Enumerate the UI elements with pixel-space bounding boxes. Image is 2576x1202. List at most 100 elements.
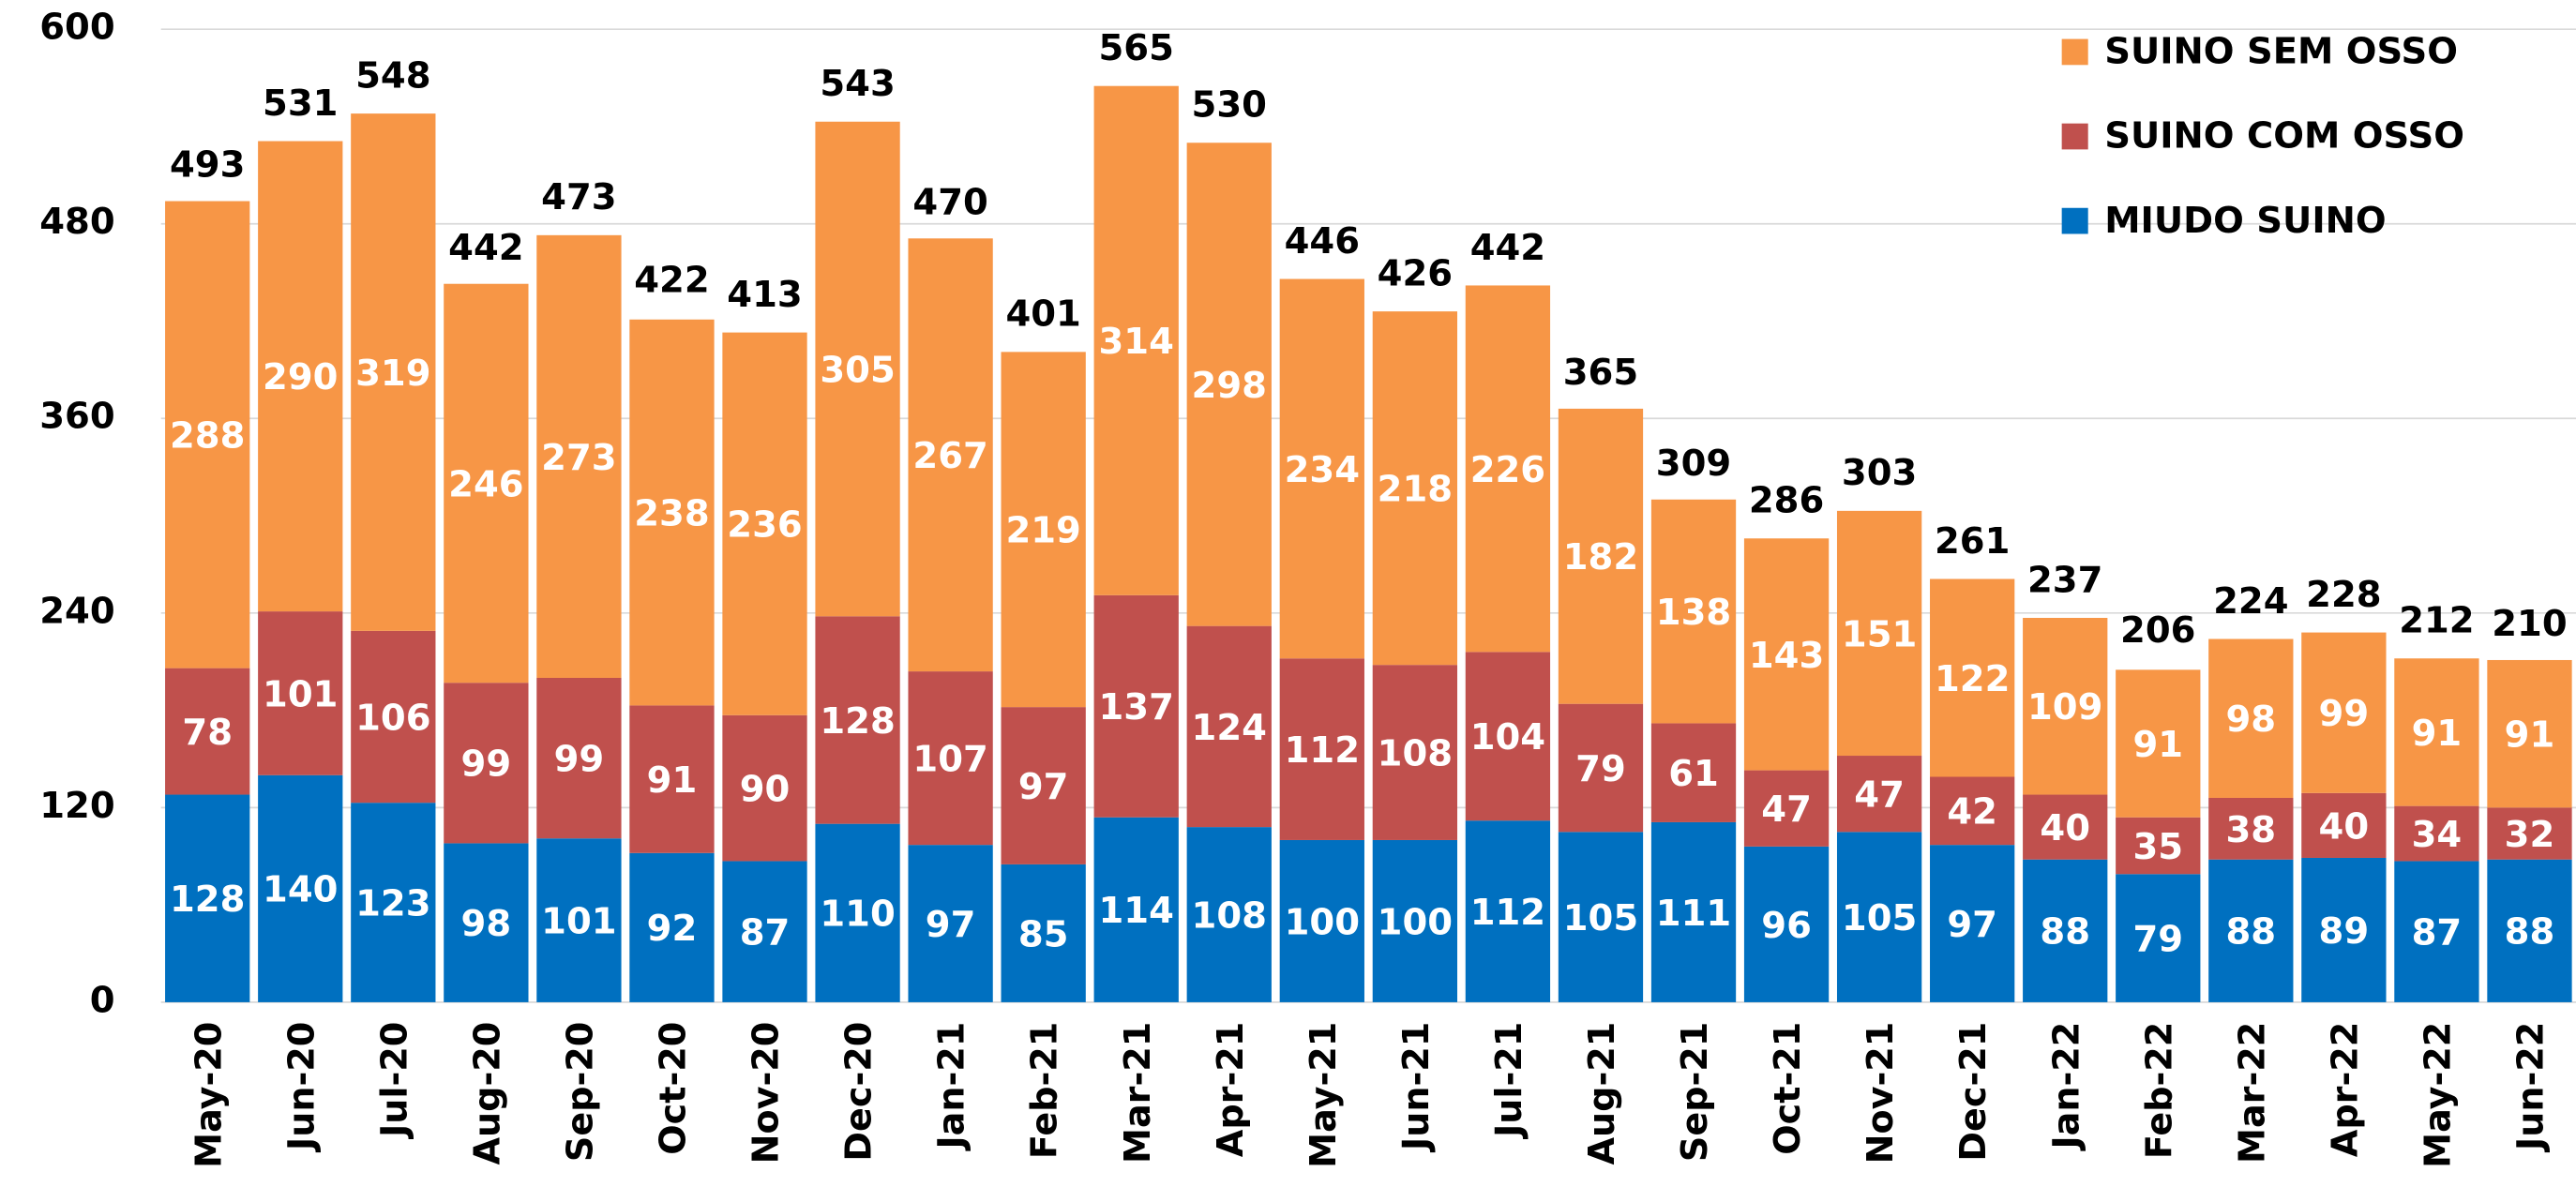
x-tick-label: Jan-22 (2045, 1022, 2087, 1152)
value-label: 88 (2040, 911, 2090, 954)
value-label: 97 (926, 904, 976, 946)
value-label: 90 (740, 769, 791, 811)
value-label: 98 (461, 903, 512, 945)
x-tick-label: May-21 (1303, 1022, 1345, 1168)
total-label: 422 (634, 260, 709, 302)
bar-segment (722, 861, 807, 1002)
value-label: 151 (1842, 614, 1917, 656)
total-label: 543 (820, 63, 895, 105)
x-tick-label: Jul-21 (1488, 1022, 1530, 1140)
bar-segment (2394, 805, 2479, 862)
x-tick-label: May-22 (2417, 1022, 2459, 1168)
x-tick-label: Sep-20 (559, 1022, 601, 1162)
value-label: 85 (1018, 914, 1069, 956)
total-label: 303 (1842, 452, 1917, 494)
value-label: 105 (1563, 897, 1638, 939)
bar-segment (629, 852, 715, 1002)
y-tick-label: 240 (39, 590, 114, 632)
bar-segment (815, 616, 900, 824)
value-label: 96 (1761, 905, 1812, 947)
value-label: 88 (2226, 911, 2277, 954)
bar-segment (1001, 864, 1086, 1002)
value-label: 89 (2319, 910, 2370, 953)
bar-segment (1930, 578, 2015, 777)
bar-segment (1093, 817, 1179, 1002)
value-label: 109 (2027, 686, 2102, 729)
value-label: 91 (2132, 724, 2183, 766)
bar-segment (351, 630, 436, 804)
bar-segment (1465, 652, 1551, 821)
bar-segment (2394, 658, 2479, 806)
value-label: 47 (1761, 789, 1812, 831)
value-label: 112 (1285, 729, 1360, 772)
y-tick-label: 120 (39, 785, 114, 827)
value-label: 87 (2412, 912, 2463, 954)
bar-segment (1558, 408, 1644, 704)
bar-segment (629, 705, 715, 853)
value-label: 267 (912, 435, 987, 477)
value-label: 219 (1005, 510, 1080, 552)
value-label: 100 (1378, 902, 1453, 944)
value-label: 140 (263, 869, 338, 911)
value-label: 104 (1470, 716, 1545, 759)
x-tick-label: Feb-22 (2138, 1022, 2180, 1159)
value-label: 305 (820, 350, 895, 392)
bar-segment (1930, 776, 2015, 846)
bar-segment (1650, 723, 1737, 822)
value-label: 40 (2319, 805, 2370, 848)
bar-segment (1001, 707, 1086, 864)
value-label: 273 (541, 437, 616, 479)
y-tick-label: 600 (39, 7, 114, 49)
value-label: 108 (1378, 733, 1453, 775)
y-tick-label: 480 (39, 201, 114, 243)
x-tick-label: Apr-22 (2324, 1022, 2366, 1157)
bar-segment (1836, 510, 1922, 757)
value-label: 218 (1378, 469, 1453, 511)
x-tick-label: Aug-20 (466, 1022, 508, 1165)
bar-segment (722, 332, 807, 715)
bar-segment (165, 201, 250, 669)
x-tick-label: Apr-21 (1210, 1022, 1252, 1157)
total-label: 210 (2492, 603, 2567, 645)
x-tick-label: Jun-20 (280, 1022, 323, 1153)
value-label: 99 (2319, 693, 2370, 735)
bar-segment (444, 843, 529, 1002)
value-label: 92 (647, 908, 698, 950)
y-tick-label: 0 (90, 980, 115, 1022)
bar-segment (2301, 857, 2387, 1002)
bar-segment (165, 668, 250, 795)
value-label: 38 (2226, 809, 2277, 851)
total-label: 261 (1935, 520, 2010, 563)
bar-segment (1558, 832, 1644, 1002)
total-label: 442 (1470, 227, 1545, 269)
bar-segment (908, 238, 993, 672)
bar-segment (1930, 845, 2015, 1002)
value-label: 138 (1656, 592, 1731, 634)
bar-segment (1743, 846, 1830, 1002)
value-label: 122 (1935, 658, 2010, 700)
bar-segment (258, 611, 343, 775)
value-label: 234 (1285, 449, 1360, 491)
value-label: 101 (263, 674, 338, 716)
total-label: 286 (1749, 480, 1824, 522)
total-label: 309 (1656, 443, 1731, 485)
value-label: 35 (2132, 826, 2183, 868)
bar-segment (165, 794, 250, 1002)
legend-swatch (2061, 38, 2088, 66)
value-label: 91 (647, 759, 698, 802)
value-label: 112 (1470, 892, 1545, 934)
value-label: 236 (727, 504, 802, 547)
bar-segment (2116, 874, 2201, 1002)
total-label: 493 (170, 144, 245, 187)
bar-segment (2487, 859, 2572, 1002)
value-label: 110 (820, 894, 895, 936)
x-tick-label: Feb-21 (1024, 1022, 1066, 1159)
bar-segment (629, 319, 715, 706)
x-tick-label: Oct-21 (1767, 1022, 1809, 1155)
legend-swatch (2061, 207, 2088, 234)
value-label: 78 (182, 712, 233, 754)
x-tick-label: Jun-22 (2509, 1022, 2552, 1153)
total-label: 442 (448, 227, 523, 269)
value-label: 47 (1854, 774, 1905, 817)
bar-segment (2023, 794, 2108, 860)
